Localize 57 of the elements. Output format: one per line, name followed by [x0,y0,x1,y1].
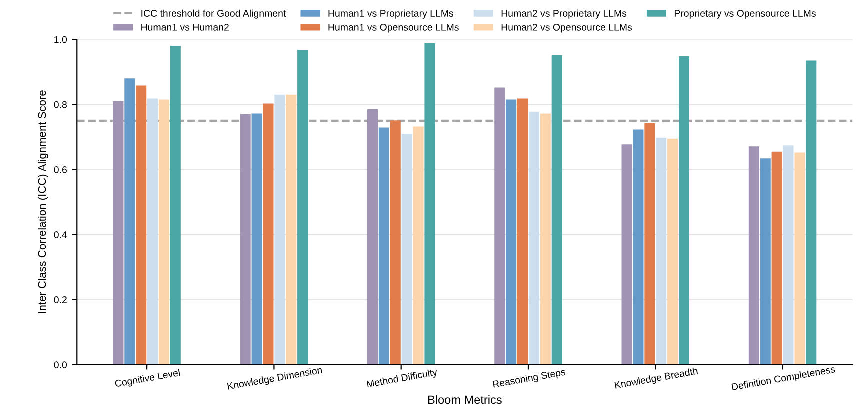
x-tick-label: Method Difficulty [366,368,438,390]
bar [494,88,506,365]
bar [286,94,297,365]
y-tick-label: 1.0 [54,36,68,44]
bar [794,152,806,365]
bar [124,78,136,365]
bar [806,60,817,365]
bar [518,98,528,365]
legend-label: Proprietary vs Opensource LLMs [674,10,816,19]
y-tick-label: 0.2 [54,296,67,304]
x-axis-title: Bloom Metrics [428,395,502,404]
y-tick-label: 0.0 [54,362,68,368]
bar [633,130,644,365]
y-tick-label: 0.4 [54,232,68,238]
x-tick-label: Knowledge Dimension [227,366,323,392]
bar [367,110,378,365]
legend-label: Human1 vs Opensource LLMs [328,24,459,33]
legend-label: ICC threshold for Good Alignment [142,10,286,19]
bar [668,138,678,365]
legend-label: Human1 vs Human2 [142,24,229,31]
bar [390,120,401,365]
x-tick-label: Reasoning Steps [492,368,566,390]
bar [783,146,794,365]
bar [402,134,412,365]
bar [113,101,124,365]
bar [748,146,760,365]
bar [158,100,170,365]
legend-label: Human2 vs Proprietary LLMs [502,10,627,19]
bar [772,152,782,365]
x-tick-label: Definition Completeness [732,366,836,393]
bar [136,86,147,365]
bar [622,144,632,365]
y-tick-label: 0.6 [54,166,67,174]
bar [252,114,262,365]
y-tick-label: 0.8 [54,101,67,108]
bar [298,50,308,365]
y-axis-title: Inter Class Correlation (ICC) Alignment Score [38,90,48,314]
bar [148,98,158,365]
x-tick-label: Knowledge Breadth [614,367,698,391]
bar [263,104,274,365]
bar [656,138,667,365]
bar [540,114,551,365]
bar [528,112,540,365]
bar [552,56,562,365]
bar [424,44,436,365]
x-tick-label: Cognitive Level [114,368,181,390]
legend-label: Human2 vs Opensource LLMs [502,24,632,33]
bar [170,46,181,365]
bar [240,114,251,365]
bar [378,128,390,365]
bar [413,126,424,365]
bar [678,56,690,365]
bar [760,158,771,365]
legend-label: Human1 vs Proprietary LLMs [328,10,454,19]
bar [644,124,656,365]
bar [274,94,286,365]
bar [506,100,517,365]
